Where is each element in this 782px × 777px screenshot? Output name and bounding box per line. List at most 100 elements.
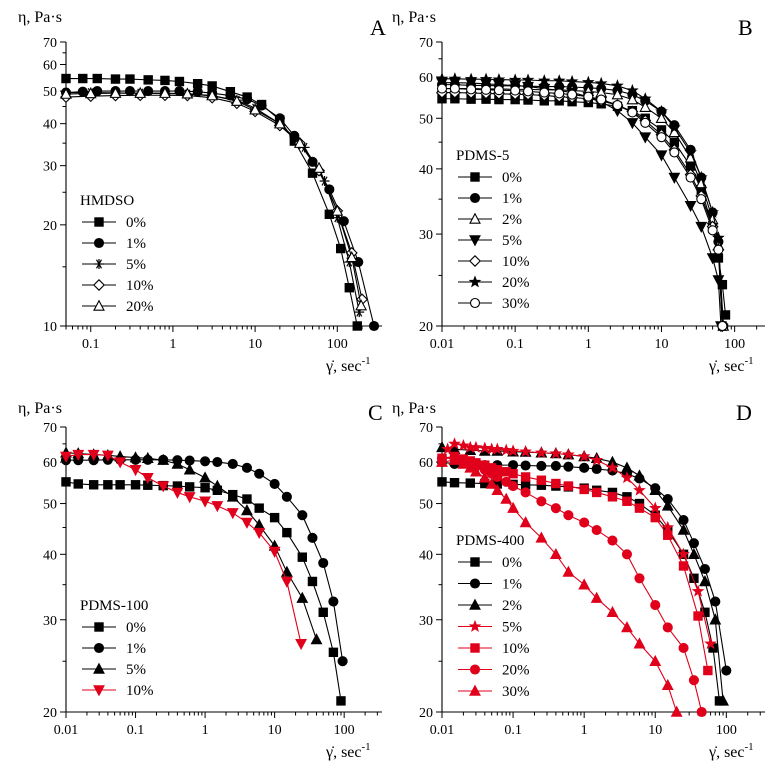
data-point	[668, 120, 681, 133]
y-tick-label: 70	[43, 36, 57, 51]
series-line	[442, 88, 724, 327]
x-tick-label: 1	[581, 723, 588, 738]
x-tick-label: 1	[202, 723, 209, 738]
data-point	[200, 456, 211, 467]
data-point	[281, 491, 292, 502]
x-tick-label: 0.01	[54, 723, 79, 738]
legend-marker	[470, 643, 480, 653]
data-point	[269, 512, 280, 523]
x-tick-label: 10	[648, 723, 662, 738]
data-point	[537, 74, 551, 87]
data-point	[520, 460, 531, 471]
data-point	[129, 465, 142, 477]
y-tick-label: 70	[419, 421, 433, 436]
data-point	[436, 455, 448, 467]
data-point	[677, 523, 690, 535]
data-point	[649, 654, 662, 666]
data-point	[499, 443, 513, 456]
x-tick-label: 100	[327, 337, 348, 352]
data-point	[84, 87, 97, 99]
legend-marker	[469, 192, 481, 204]
data-point	[712, 275, 725, 287]
legend-title: PDMS-5	[456, 148, 509, 164]
series-line	[66, 459, 344, 662]
y-tick-label: 60	[419, 456, 433, 471]
data-point	[562, 447, 575, 460]
legend-entry: 1%	[82, 641, 146, 657]
data-point	[143, 75, 153, 85]
data-point	[661, 499, 674, 511]
data-point	[662, 622, 673, 633]
y-tick-label: 20	[43, 219, 57, 234]
data-point	[199, 496, 211, 508]
data-point	[551, 478, 561, 489]
data-point	[297, 552, 307, 562]
data-point	[465, 478, 475, 488]
data-point	[607, 535, 618, 546]
data-point	[621, 621, 633, 633]
data-point	[110, 74, 121, 84]
legend-marker	[93, 279, 105, 291]
legend: PDMS-400 0% 1% 2% 5% 10% 20% 30%	[456, 533, 530, 700]
legend-entry: 5%	[82, 662, 146, 678]
data-point	[648, 501, 662, 514]
data-point	[466, 84, 477, 95]
x-axis-title-main: γ̇, sec	[325, 744, 362, 761]
data-point	[211, 501, 224, 513]
data-point	[703, 665, 713, 676]
legend-marker	[469, 235, 481, 247]
data-point	[661, 520, 675, 533]
legend-title: PDMS-400	[456, 533, 524, 549]
legend-marker	[93, 662, 105, 674]
data-point	[493, 85, 504, 96]
data-point	[295, 638, 307, 651]
data-point	[60, 451, 72, 463]
data-point	[552, 74, 566, 87]
y-tick-label: 70	[43, 421, 57, 436]
data-point	[491, 483, 504, 496]
series-5pct	[441, 437, 717, 650]
data-point	[579, 517, 590, 528]
x-tick-label: 100	[724, 337, 745, 352]
panel-b: 0.01 0.1 1 10 100 20 30 40 50 60 70 η, Pa·s γ̇, sec-…	[392, 9, 765, 375]
data-point	[437, 477, 447, 487]
data-point	[485, 477, 498, 489]
data-point	[88, 480, 99, 490]
y-tick-label: 40	[43, 548, 57, 563]
data-point	[141, 473, 154, 485]
x-axis-title: γ̇, sec-1	[325, 741, 371, 761]
data-point	[297, 510, 308, 521]
x-tick-label: 0.01	[430, 337, 455, 352]
data-point	[507, 501, 519, 513]
data-point	[457, 457, 470, 469]
panel-d: 0.01 0.1 1 10 100 20 30 40 50 60 70 η, Pa·s γ̇, sec-…	[392, 400, 765, 761]
x-axis-title: γ̇, sec-1	[325, 355, 371, 375]
data-point	[606, 461, 619, 474]
legend-label: 0%	[502, 555, 522, 571]
data-point	[296, 591, 309, 603]
data-point	[457, 438, 470, 452]
data-point	[114, 457, 127, 469]
data-point	[678, 642, 689, 654]
legend-marker	[93, 642, 105, 654]
data-point	[685, 172, 696, 183]
data-point	[650, 512, 660, 523]
data-point	[650, 600, 661, 611]
y-tick-label: 40	[43, 118, 57, 133]
legend-label: 20%	[502, 663, 530, 679]
data-point	[596, 94, 607, 105]
data-point	[519, 445, 532, 458]
data-point	[469, 440, 483, 453]
x-tick-label: 100	[334, 723, 355, 738]
x-tick-label: 10	[654, 337, 668, 352]
data-point	[695, 221, 708, 234]
data-point	[464, 461, 477, 473]
legend: PDMS-5 0% 1% 2% 5% 10% 20% 30%	[456, 148, 530, 312]
data-point	[344, 283, 354, 293]
legend-entry: 10%	[458, 254, 530, 270]
data-point	[141, 451, 154, 464]
data-point	[633, 637, 646, 649]
data-point	[72, 449, 85, 461]
x-tick-label: 10	[248, 337, 262, 352]
data-point	[717, 320, 728, 332]
